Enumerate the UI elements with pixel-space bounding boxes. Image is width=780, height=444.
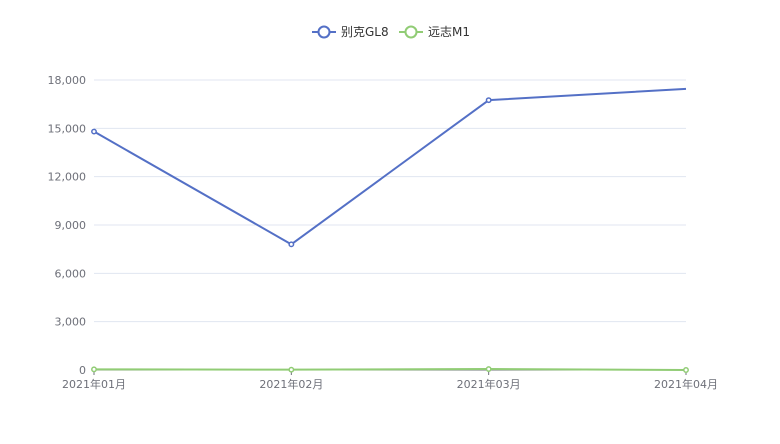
data-point[interactable] xyxy=(288,366,295,373)
x-tick-label: 2021年02月 xyxy=(259,377,323,391)
series-1 xyxy=(91,87,687,248)
y-tick-label: 18,000 xyxy=(48,74,87,87)
series-line xyxy=(93,368,687,371)
legend-marker-icon xyxy=(317,25,331,39)
legend-label: 别克GL8 xyxy=(341,25,389,39)
y-axis-tick-labels: 0 3,000 6,000 9,000 12,000 15,000 18,000 xyxy=(48,74,87,377)
data-point[interactable] xyxy=(91,366,97,373)
legend-item[interactable]: 别克GL8 xyxy=(312,25,389,39)
series-line xyxy=(93,87,687,246)
y-tick-label: 3,000 xyxy=(55,316,87,329)
legend[interactable]: 别克GL8 远志M1 xyxy=(312,25,470,39)
legend-item[interactable]: 远志M1 xyxy=(399,25,470,39)
data-point[interactable] xyxy=(91,128,97,135)
x-tick-label: 2021年01月 xyxy=(62,377,126,391)
y-tick-label: 0 xyxy=(79,364,86,377)
legend-label: 远志M1 xyxy=(428,25,470,39)
grid-lines xyxy=(94,79,686,323)
data-point[interactable] xyxy=(485,97,492,104)
x-axis-tick-labels: 2021年01月 2021年02月 2021年03月 2021年04月 xyxy=(62,377,718,391)
x-axis xyxy=(93,369,687,375)
x-tick-label: 2021年04月 xyxy=(654,377,718,391)
y-tick-label: 15,000 xyxy=(48,122,87,135)
data-point[interactable] xyxy=(485,366,492,372)
series-lines xyxy=(91,87,689,373)
y-tick-label: 12,000 xyxy=(48,171,87,184)
series-2 xyxy=(91,366,689,373)
data-point[interactable] xyxy=(683,367,689,373)
y-tick-label: 9,000 xyxy=(55,219,87,232)
y-tick-label: 6,000 xyxy=(55,267,87,280)
x-tick-label: 2021年03月 xyxy=(457,377,521,391)
legend-marker-icon xyxy=(404,25,418,39)
data-point[interactable] xyxy=(288,241,295,248)
